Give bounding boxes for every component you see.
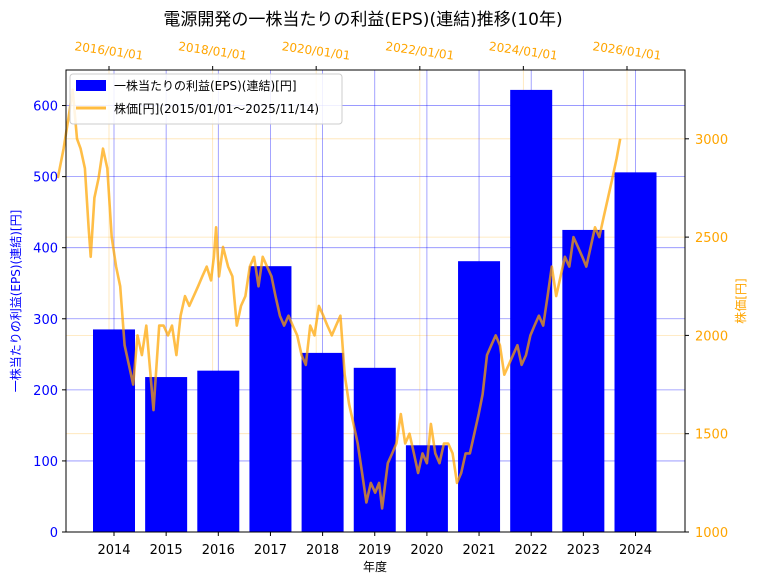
- left-tick-label: 600: [33, 100, 58, 115]
- legend: 一株当たりの利益(EPS)(連結)[円] 株価[円](2015/01/01～20…: [69, 73, 343, 125]
- bottom-tick-label: 2017: [254, 543, 287, 558]
- bottom-tick-label: 2014: [97, 543, 130, 558]
- plot-frame: [65, 69, 686, 533]
- right-tick-label: 2500: [695, 231, 728, 246]
- bottom-tick-label: 2023: [567, 543, 600, 558]
- left-tick-label: 100: [33, 455, 58, 470]
- bottom-tick-label: 2019: [358, 543, 391, 558]
- left-tick-label: 300: [33, 313, 58, 328]
- top-tick-label: 2020/01/01: [281, 39, 351, 62]
- bottom-tick-label: 2020: [410, 543, 443, 558]
- x-axis-label: 年度: [363, 559, 387, 574]
- eps-bar: [458, 261, 501, 532]
- bottom-tick-label: 2024: [619, 543, 652, 558]
- chart-title: 電源開発の一株当たりの利益(EPS)(連結)推移(10年): [163, 10, 562, 30]
- left-tick-label: 200: [33, 384, 58, 399]
- eps-bar: [614, 172, 657, 532]
- left-tick-label: 500: [33, 171, 58, 186]
- y2-axis-label: 株価[円]: [733, 278, 748, 323]
- right-tick-label: 2000: [695, 329, 728, 344]
- top-tick-label: 2016/01/01: [74, 39, 144, 62]
- price-line-path: [56, 88, 622, 510]
- legend-label-price: 株価[円](2015/01/01～2025/11/14): [114, 101, 319, 116]
- eps-bar: [562, 229, 605, 532]
- legend-label-eps: 一株当たりの利益(EPS)(連結)[円]: [114, 78, 297, 93]
- top-tick-label: 2018/01/01: [177, 39, 247, 62]
- eps-bar: [301, 352, 344, 532]
- bottom-tick-label: 2018: [306, 543, 339, 558]
- left-axis: 0 100 200 300 400 500 600: [33, 100, 66, 541]
- right-axis: 1000 1500 2000 2500 3000: [685, 133, 728, 541]
- eps-bar: [353, 367, 396, 532]
- left-tick-label: 0: [50, 526, 58, 541]
- eps-bar: [249, 266, 292, 532]
- y-axis-label: 一株当たりの利益(EPS)(連結)[円]: [8, 210, 23, 393]
- legend-swatch-eps: [76, 80, 106, 91]
- top-tick-label: 2022/01/01: [385, 39, 455, 62]
- top-date-axis: 2016/01/01 2018/01/01 2020/01/01 2022/01/01…: [74, 39, 662, 70]
- legend-box: [69, 73, 343, 125]
- top-tick-label: 2026/01/01: [592, 39, 662, 62]
- left-tick-label: 400: [33, 242, 58, 257]
- eps-bars: [93, 89, 657, 532]
- eps-bar: [197, 370, 240, 532]
- bottom-axis: 2014 2015 2016 2017 2018 2019 2020 2021 2022 2023…: [97, 532, 652, 558]
- top-tick-label: 2024/01/01: [488, 39, 558, 62]
- right-tick-label: 1000: [695, 526, 728, 541]
- bottom-tick-label: 2022: [515, 543, 548, 558]
- right-tick-label: 1500: [695, 428, 728, 443]
- right-tick-label: 3000: [695, 133, 728, 148]
- price-line: [56, 88, 622, 510]
- bottom-tick-label: 2016: [202, 543, 235, 558]
- bottom-tick-label: 2021: [463, 543, 496, 558]
- bottom-tick-label: 2015: [150, 543, 183, 558]
